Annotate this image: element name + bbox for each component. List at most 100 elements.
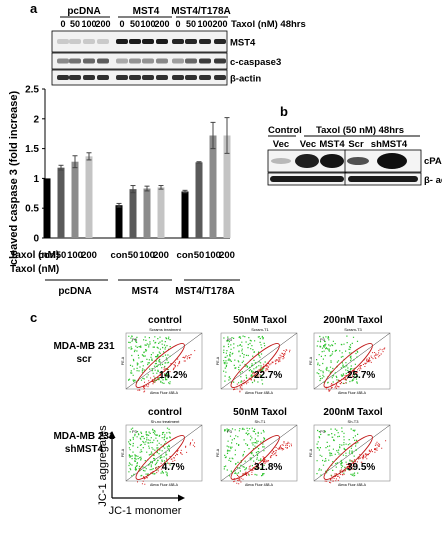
bar (85, 156, 93, 238)
flow-plot-subtitle: Scram-T3 (344, 327, 362, 332)
jc1-monomer-label: JC-1 monomer (109, 505, 182, 517)
panel-b-row-label: β- actin (424, 175, 442, 186)
flow-row-label: scr (76, 354, 91, 365)
x-tick-label: con (39, 250, 56, 261)
green-events (316, 427, 359, 477)
bar (181, 191, 189, 238)
flow-plot-subtitle: Scrams treatment (149, 327, 181, 332)
gate-percent: 4.7% (162, 462, 185, 473)
blot-band (57, 39, 69, 44)
bar (143, 188, 151, 238)
x-tick-label: 100 (139, 250, 155, 261)
x-tick-label: 50 (56, 250, 67, 261)
panel-b-blot-left (267, 149, 347, 186)
gate-label: P3 (132, 337, 138, 342)
blot-group-label: pcDNA (67, 6, 100, 17)
plot-y-axis-label: PE-A (309, 356, 313, 365)
plot-y-axis-label: PE-A (216, 356, 220, 365)
blot-row-mst4: MST4 (51, 30, 256, 53)
gate-p3 (135, 343, 185, 388)
blot-row-label: β-actin (230, 74, 261, 85)
blot-row-beta-actin: β-actin (51, 69, 261, 86)
flow-column-title: 200nM Taxol (323, 315, 382, 326)
blot-band (129, 39, 141, 44)
y-tick-label: 0.5 (25, 204, 39, 215)
blot-band (142, 75, 154, 80)
plot-x-axis-label: Alexa Fluor 488-A (245, 391, 274, 395)
flow-row-label: MDA-MB 231 (53, 341, 115, 352)
group-label: MST4/T178A (175, 286, 234, 297)
group-label: pcDNA (58, 286, 91, 297)
gate-percent: 39.5% (347, 462, 375, 473)
blot-band (129, 75, 141, 80)
blot-band (156, 75, 168, 80)
blot-band (57, 58, 69, 64)
bar (129, 189, 137, 238)
blot-band (116, 58, 128, 64)
panel-b-letter: b (280, 104, 288, 119)
panel-b-row-label: cPARP (424, 156, 442, 167)
plot-x-axis-label: Alexa Fluor 488-A (338, 483, 367, 487)
gate-p3 (135, 435, 185, 480)
gate-percent: 31.8% (254, 462, 282, 473)
blot-band (156, 39, 168, 44)
blot-band (185, 58, 197, 64)
plot-y-axis-label: PE-A (121, 448, 125, 457)
blot-band (172, 39, 184, 44)
flow-row-label: shMST4 (65, 444, 104, 455)
flow-plot-subtitle: Sh-T3 (348, 419, 360, 424)
flow-plot: Scram-T3 P3 Alexa Fluor 488-A PE-A 25.7% (309, 327, 391, 395)
blot-band (172, 58, 184, 64)
blot-band (172, 75, 184, 80)
blot-band (69, 75, 81, 80)
plot-x-axis-label: Alexa Fluor 488-A (245, 483, 274, 487)
blot-dose-label: 0 (175, 19, 180, 29)
blot-dose-label: 0 (119, 19, 124, 29)
blot-band (214, 75, 226, 80)
x-tick-label: con (111, 250, 128, 261)
panel-b-lane: MST4 (319, 139, 345, 150)
panel-b-lane: Vec (300, 139, 316, 150)
panel-b-blot-right (344, 149, 422, 186)
blot-dose-label: 0 (60, 19, 65, 29)
red-events (325, 347, 386, 392)
gate-percent: 25.7% (347, 370, 375, 381)
x-tick-label: 100 (67, 250, 83, 261)
jc1-axes: JC-1 aggregates JC-1 monomer (97, 425, 185, 517)
bar (115, 205, 123, 238)
gate-label: P3 (320, 429, 326, 434)
blot-band (69, 58, 81, 64)
y-axis-title: cleaved caspase 3 (fold increase) (8, 91, 20, 266)
plot-x-axis-label: Alexa Fluor 488-A (338, 391, 367, 395)
blot-band (69, 39, 81, 44)
gate-label: P3 (227, 429, 233, 434)
blot-band (185, 75, 197, 80)
flow-column-title: 50nM Taxol (233, 315, 287, 326)
blot-dose-label: 200 (154, 19, 169, 29)
blot-band (116, 39, 128, 44)
plot-y-axis-label: PE-A (121, 356, 125, 365)
blot-band (142, 58, 154, 64)
blot-dose-label: 50 (70, 19, 80, 29)
x-tick-label: 50 (194, 250, 205, 261)
flow-column-title: control (148, 407, 182, 418)
panel-b-lane: Scr (348, 139, 364, 150)
blot-row-c-caspase3: c-caspase3 (51, 52, 281, 70)
blot-dose-label: 100 (197, 19, 212, 29)
blot-dose-label: 100 (81, 19, 96, 29)
gate-label: P3 (227, 337, 233, 342)
gate-percent: 22.7% (254, 370, 282, 381)
x-tick-label: 50 (128, 250, 139, 261)
green-events (223, 427, 266, 477)
panel-c-letter: c (30, 310, 37, 325)
x-tick-label: 200 (219, 250, 235, 261)
flow-plot-subtitle: Sh-T1 (255, 419, 267, 424)
gate-p3 (230, 435, 280, 480)
blot-band (199, 58, 211, 64)
panel-b-control-label: Control (268, 125, 302, 136)
y-tick-label: 2.5 (25, 85, 39, 96)
x-tick-label: 200 (153, 250, 169, 261)
flow-plot-subtitle: Sh-no treatment (151, 419, 181, 424)
flow-plot: Sh-T1 P3 Alexa Fluor 488-A PE-A 31.8% (216, 419, 298, 487)
